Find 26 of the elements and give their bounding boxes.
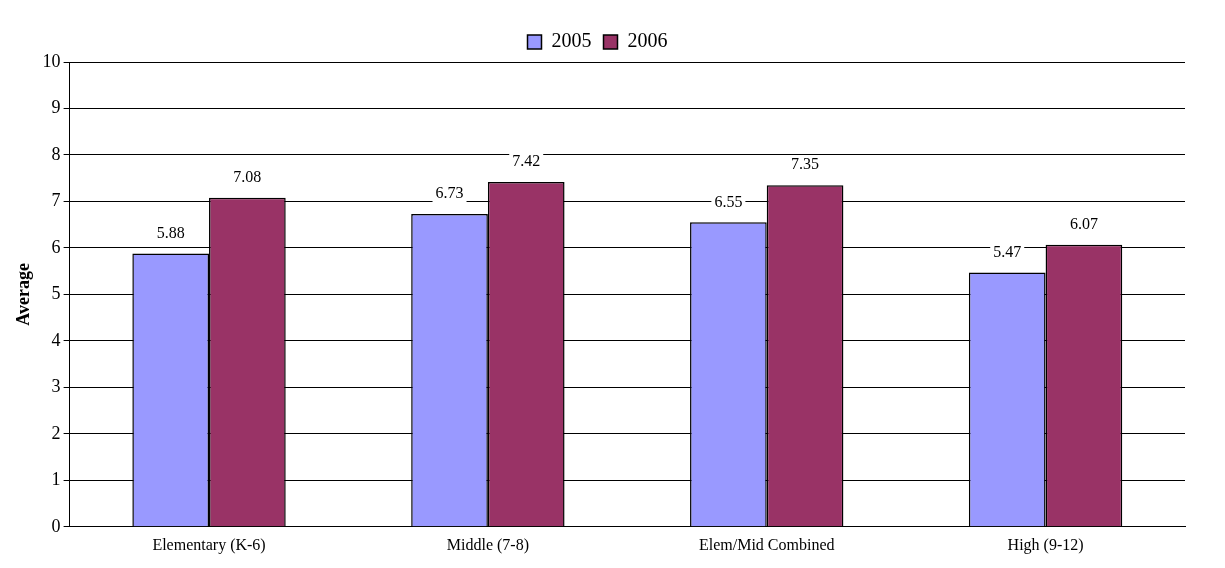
data-label: 7.35	[791, 155, 820, 173]
y-tick-label: 9	[51, 97, 61, 118]
x-tick-label: Elementary (K-6)	[152, 535, 266, 554]
y-tick-label: 2	[51, 422, 61, 443]
legend-label: 2005	[551, 29, 592, 52]
y-tick-label: 10	[42, 50, 61, 71]
data-label: 5.47	[993, 242, 1022, 260]
y-axis-title: Average	[13, 263, 34, 326]
y-tick-label: 8	[51, 143, 61, 164]
x-tick-label: Middle (7-8)	[446, 535, 529, 554]
legend-label: 2006	[627, 29, 668, 52]
data-label: 5.88	[156, 223, 185, 241]
x-tick-label: Elem/Mid Combined	[698, 535, 835, 553]
y-tick-label: 1	[51, 469, 61, 490]
y-tick-label: 7	[51, 190, 61, 211]
y-tick-label: 6	[51, 236, 61, 257]
y-tick-label: 3	[51, 376, 61, 397]
data-label: 7.08	[233, 167, 262, 185]
data-label: 6.55	[714, 192, 743, 210]
data-label: 7.42	[512, 152, 541, 170]
y-tick-label: 4	[51, 329, 61, 350]
data-label: 6.73	[435, 184, 464, 202]
data-label: 6.07	[1069, 214, 1098, 232]
y-tick-label: 0	[51, 515, 61, 536]
y-tick-label: 5	[51, 283, 61, 304]
x-tick-label: High (9-12)	[1007, 535, 1084, 554]
